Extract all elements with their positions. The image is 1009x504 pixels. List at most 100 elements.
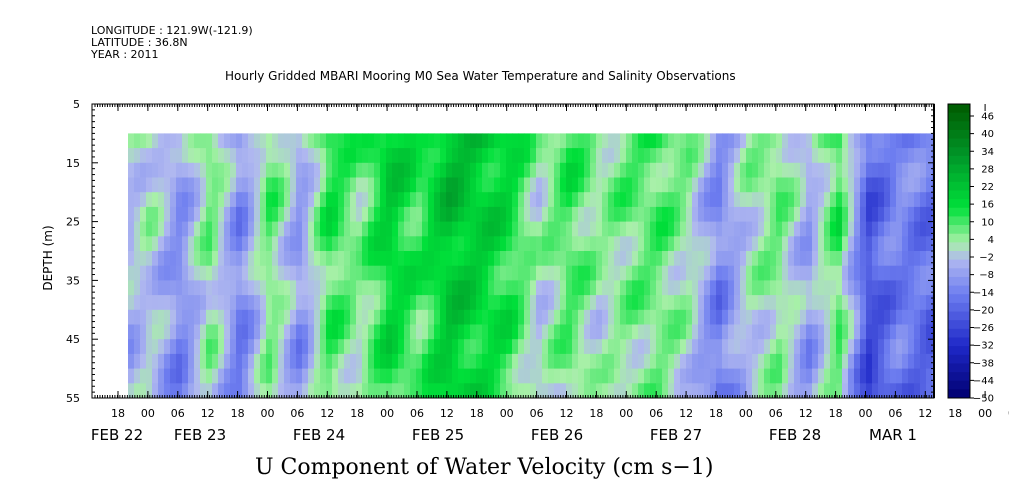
heatmap-cell <box>158 309 165 325</box>
heatmap-cell <box>872 192 879 208</box>
heatmap-cell <box>836 295 843 311</box>
heatmap-cell <box>794 148 801 164</box>
heatmap-cell <box>608 221 615 237</box>
heatmap-cell <box>230 265 237 281</box>
heatmap-cell <box>926 206 933 223</box>
heatmap-cell <box>632 192 639 208</box>
heatmap-cell <box>776 236 783 252</box>
heatmap-cell <box>362 206 369 223</box>
heatmap-cell <box>716 368 723 384</box>
heatmap-cell <box>224 177 231 193</box>
heatmap-cell <box>128 383 135 398</box>
heatmap-cell <box>356 280 363 296</box>
heatmap-cell <box>500 309 507 325</box>
heatmap-cell <box>230 280 237 296</box>
heatmap-cell <box>164 324 171 340</box>
heatmap-cell <box>332 162 339 178</box>
heatmap-cell <box>362 162 369 178</box>
heatmap-cell <box>794 177 801 193</box>
heatmap-cell <box>566 368 573 384</box>
heatmap-cell <box>398 192 405 208</box>
heatmap-cell <box>446 339 453 355</box>
heatmap-cell <box>128 339 135 355</box>
heatmap-cell <box>644 324 651 340</box>
heatmap-cell <box>500 236 507 252</box>
heatmap-cell <box>548 280 555 296</box>
heatmap-cell <box>842 236 849 252</box>
heatmap-cell <box>422 133 429 149</box>
heatmap-cell <box>200 177 207 193</box>
heatmap-cell <box>890 295 897 311</box>
heatmap-cell <box>362 236 369 252</box>
heatmap-cell <box>854 133 861 149</box>
heatmap-cell <box>722 295 729 311</box>
heatmap-cell <box>854 177 861 193</box>
heatmap-cell <box>368 221 375 237</box>
heatmap-cell <box>338 309 345 325</box>
heatmap-cell <box>452 265 459 281</box>
heatmap-cell <box>200 295 207 311</box>
heatmap-cell <box>446 251 453 267</box>
heatmap-cell <box>914 206 921 223</box>
heatmap-cell <box>302 309 309 325</box>
colorbar-bin <box>948 112 970 122</box>
heatmap-cell <box>842 251 849 267</box>
heatmap-cell <box>368 177 375 193</box>
heatmap-cell <box>212 177 219 193</box>
heatmap-cell <box>188 162 195 178</box>
heatmap-cell <box>872 133 879 149</box>
heatmap-cell <box>164 383 171 398</box>
heatmap-cell <box>788 148 795 164</box>
heatmap-cell <box>230 324 237 340</box>
heatmap-cell <box>458 368 465 384</box>
heatmap-cell <box>446 133 453 149</box>
heatmap-cell <box>470 324 477 340</box>
heatmap-cell <box>536 206 543 223</box>
heatmap-cell <box>548 324 555 340</box>
heatmap-cell <box>884 265 891 281</box>
heatmap-cell <box>884 309 891 325</box>
heatmap-cell <box>698 353 705 370</box>
heatmap-cell <box>596 236 603 252</box>
heatmap-cell <box>596 133 603 149</box>
heatmap-cell <box>500 295 507 311</box>
heatmap-cell <box>326 353 333 370</box>
heatmap-cell <box>416 192 423 208</box>
heatmap-cell <box>596 309 603 325</box>
heatmap-cell <box>680 148 687 164</box>
heatmap-cell <box>170 324 177 340</box>
heatmap-cell <box>434 295 441 311</box>
heatmap-cell <box>434 280 441 296</box>
heatmap-cell <box>230 177 237 193</box>
heatmap-cell <box>200 339 207 355</box>
heatmap-cell <box>572 162 579 178</box>
heatmap-cell <box>914 280 921 296</box>
heatmap-cell <box>806 368 813 384</box>
heatmap-cell <box>686 324 693 340</box>
heatmap-cell <box>764 177 771 193</box>
heatmap-cell <box>626 295 633 311</box>
heatmap-cell <box>290 236 297 252</box>
heatmap-cell <box>896 206 903 223</box>
heatmap-cell <box>362 309 369 325</box>
x-hour-label: 06 <box>410 407 424 420</box>
heatmap-cell <box>830 177 837 193</box>
heatmap-cell <box>548 192 555 208</box>
heatmap-cell <box>506 192 513 208</box>
heatmap-cell <box>188 148 195 164</box>
heatmap-cell <box>308 368 315 384</box>
heatmap-cell <box>554 236 561 252</box>
heatmap-cell <box>506 324 513 340</box>
heatmap-cell <box>872 251 879 267</box>
heatmap-cell <box>428 133 435 149</box>
heatmap-cell <box>806 192 813 208</box>
heatmap-cell <box>350 251 357 267</box>
heatmap-cell <box>176 162 183 178</box>
heatmap-cell <box>716 177 723 193</box>
heatmap-cell <box>134 339 141 355</box>
heatmap-cell <box>572 353 579 370</box>
heatmap-cell <box>752 236 759 252</box>
heatmap-cell <box>740 162 747 178</box>
heatmap-cell <box>344 236 351 252</box>
heatmap-cell <box>332 324 339 340</box>
